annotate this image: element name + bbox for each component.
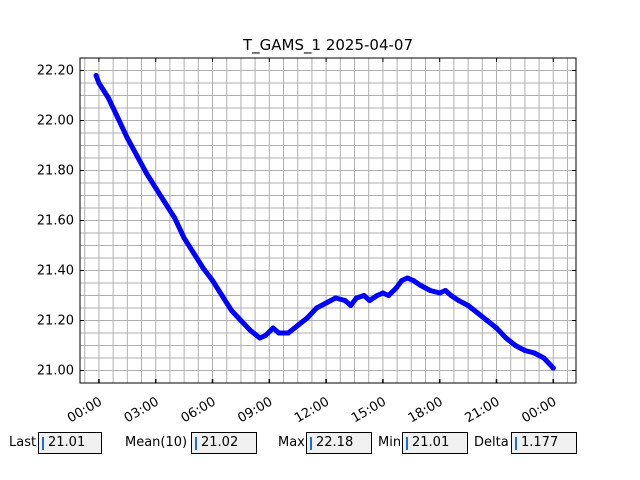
last-value-field[interactable]: 21.01 [38,432,102,454]
data-point [162,200,168,206]
min-value: 21.01 [412,435,450,450]
data-point [96,80,102,86]
data-point [200,265,206,271]
x-tick-label: 00:00 [65,394,105,426]
mean-label: Mean(10) [125,435,188,450]
delta-value-field[interactable]: 1.177 [511,432,577,454]
data-point [399,278,405,283]
data-point [124,135,130,141]
data-point [323,300,329,306]
data-point [348,303,354,308]
data-point [493,325,499,331]
data-point [442,288,448,293]
max-label: Max [278,435,305,450]
data-point [276,330,282,336]
data-point [115,115,121,121]
x-tick-label: 06:00 [179,394,219,426]
last-label: Last [9,435,37,450]
data-point [143,170,149,176]
chart-title: T_GAMS_1 2025-04-07 [242,36,413,55]
text-cursor [42,437,44,450]
min-label: Min [378,435,402,450]
data-point [393,285,399,291]
data-point [181,235,187,241]
data-point [367,298,373,303]
data-point [342,298,348,303]
x-tick-label: 21:00 [463,394,503,426]
x-tick-label: 00:00 [519,394,559,426]
y-tick-label: 21.80 [37,164,74,179]
data-point [247,328,253,333]
data-point [219,293,225,298]
y-tick-label: 22.20 [37,64,74,79]
data-point [238,318,244,323]
data-point [427,288,433,293]
data-point [541,355,547,361]
y-tick-label: 21.20 [37,314,74,329]
data-point [465,303,471,308]
data-point [353,295,359,301]
data-point [522,348,528,353]
x-tick-label: 15:00 [349,394,389,426]
delta-value: 1.177 [521,435,559,450]
x-tick-label: 12:00 [292,394,332,426]
mean-value: 21.02 [201,435,239,450]
x-tick-label: 18:00 [406,394,446,426]
data-point [448,293,454,298]
max-value: 22.18 [316,435,354,450]
delta-label: Delta [474,435,509,450]
data-point [405,275,411,281]
data-point [531,350,537,356]
y-tick-label: 21.00 [37,364,74,379]
data-point [285,330,291,336]
data-point [210,278,216,283]
data-point [410,278,416,283]
x-tick-label: 03:00 [122,394,162,426]
text-cursor [515,437,517,450]
data-point [270,325,276,331]
data-point [484,318,490,323]
data-point [512,343,518,348]
min-value-field[interactable]: 21.01 [402,432,468,454]
data-point [314,305,320,311]
data-point [93,73,99,78]
data-point [374,293,380,298]
data-point [105,95,111,101]
data-point [228,308,234,313]
data-point [503,335,509,341]
grid [80,57,576,384]
series-line [93,73,556,371]
data-point [304,315,310,321]
data-point [361,293,367,298]
text-cursor [310,437,312,450]
data-point [153,185,159,191]
data-point [418,283,424,288]
text-cursor [406,437,408,450]
data-point [333,295,339,301]
y-tick-label: 21.60 [37,214,74,229]
series-layer [93,73,556,371]
data-point [172,215,178,221]
data-point [191,250,197,256]
data-point [134,153,140,158]
max-value-field[interactable]: 22.18 [306,432,372,454]
data-point [456,298,462,303]
x-tick-label: 09:00 [235,394,275,426]
y-tick-label: 21.40 [37,264,74,279]
last-value: 21.01 [48,435,86,450]
data-point [386,293,392,298]
data-point [550,365,556,371]
data-point [437,290,443,296]
data-point [263,333,269,338]
text-cursor [195,437,197,450]
y-tick-label: 22.00 [37,114,74,129]
data-point [257,335,263,341]
data-point [475,310,481,316]
data-point [380,290,386,296]
mean-value-field[interactable]: 21.02 [191,432,257,454]
data-point [295,323,301,328]
